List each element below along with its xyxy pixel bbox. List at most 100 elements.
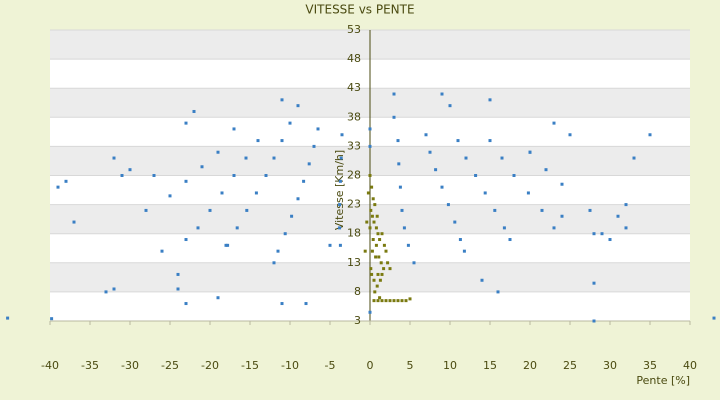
data-point: [600, 232, 604, 236]
x-tick-label: -40: [41, 359, 59, 372]
data-point: [369, 208, 373, 212]
data-point: [544, 168, 548, 172]
data-point: [376, 232, 380, 236]
data-point: [208, 208, 212, 212]
data-point: [648, 133, 652, 137]
data-point: [370, 272, 374, 276]
x-tick-label: -10: [281, 359, 299, 372]
data-point: [104, 290, 108, 294]
x-tick-label: -15: [241, 359, 259, 372]
data-point: [288, 121, 292, 125]
x-tick-label: 25: [563, 359, 577, 372]
data-point: [339, 156, 343, 160]
y-tick-label: 18: [347, 227, 361, 240]
data-point: [338, 243, 342, 247]
data-point: [488, 139, 492, 143]
data-point: [398, 185, 402, 189]
data-point: [370, 214, 374, 218]
chart-title: VITESSE vs PENTE: [305, 3, 414, 17]
data-point: [216, 150, 220, 154]
x-tick-label: -35: [81, 359, 99, 372]
data-point: [453, 220, 457, 224]
data-point: [375, 214, 379, 218]
x-tick-label: 20: [523, 359, 537, 372]
data-point: [338, 203, 342, 207]
data-point: [365, 220, 369, 224]
data-point: [424, 133, 428, 137]
data-point: [283, 232, 287, 236]
y-tick-label: 48: [347, 52, 361, 65]
data-point: [216, 296, 220, 300]
data-point: [392, 115, 396, 119]
data-point: [374, 226, 378, 230]
x-tick-label: 15: [483, 359, 497, 372]
data-point: [412, 261, 416, 265]
data-point: [160, 249, 164, 253]
data-point: [540, 208, 544, 212]
data-point: [338, 226, 342, 230]
x-tick-label: 10: [443, 359, 457, 372]
data-point: [404, 299, 408, 303]
data-point: [388, 267, 392, 271]
data-point: [568, 133, 572, 137]
data-point: [624, 226, 628, 230]
data-point: [462, 249, 466, 253]
data-point: [377, 255, 381, 259]
data-point: [382, 243, 386, 247]
data-point: [378, 278, 382, 282]
data-point: [235, 226, 239, 230]
y-tick-label: 43: [347, 81, 361, 94]
data-point: [592, 319, 596, 323]
data-point: [392, 299, 396, 303]
data-point: [376, 299, 380, 303]
data-point: [371, 238, 375, 242]
data-point: [226, 243, 230, 247]
x-tick-label: 5: [407, 359, 414, 372]
data-point: [508, 238, 512, 242]
data-point: [512, 174, 516, 177]
data-point: [526, 191, 530, 195]
y-tick-label: 8: [354, 285, 361, 298]
data-point: [376, 272, 380, 276]
data-point: [378, 238, 382, 242]
data-point: [112, 287, 116, 291]
data-point: [402, 226, 406, 230]
data-point: [440, 92, 444, 96]
data-point: [396, 299, 400, 303]
y-tick-label: 53: [347, 23, 361, 36]
data-point: [302, 179, 306, 183]
data-point: [483, 191, 487, 195]
data-point: [272, 261, 276, 265]
data-point: [372, 220, 376, 224]
data-point: [168, 194, 172, 198]
data-point: [379, 261, 383, 265]
data-point: [144, 208, 148, 212]
data-point: [232, 127, 236, 131]
data-point: [588, 208, 592, 212]
y-axis-label: Vitesse [Km/h]: [333, 150, 346, 230]
data-point: [400, 299, 404, 303]
data-point: [304, 302, 308, 306]
data-point: [120, 174, 124, 177]
data-point: [502, 226, 506, 230]
data-point: [220, 191, 224, 195]
x-axis-label: Pente [%]: [636, 374, 690, 387]
y-tick-label: 23: [347, 198, 361, 211]
y-tick-label: 28: [347, 169, 361, 182]
data-point: [272, 156, 276, 160]
y-tick-label: 3: [354, 314, 361, 327]
data-point: [372, 299, 376, 303]
data-point: [369, 267, 373, 271]
data-point: [434, 168, 438, 172]
data-point: [152, 174, 156, 177]
data-point: [632, 156, 636, 160]
data-point: [372, 278, 376, 282]
data-point: [192, 109, 196, 113]
data-point: [386, 261, 390, 265]
data-point: [488, 98, 492, 102]
data-point: [370, 249, 374, 253]
data-point: [176, 272, 180, 276]
data-point: [370, 185, 374, 189]
data-point: [245, 208, 249, 212]
data-point: [280, 98, 284, 102]
